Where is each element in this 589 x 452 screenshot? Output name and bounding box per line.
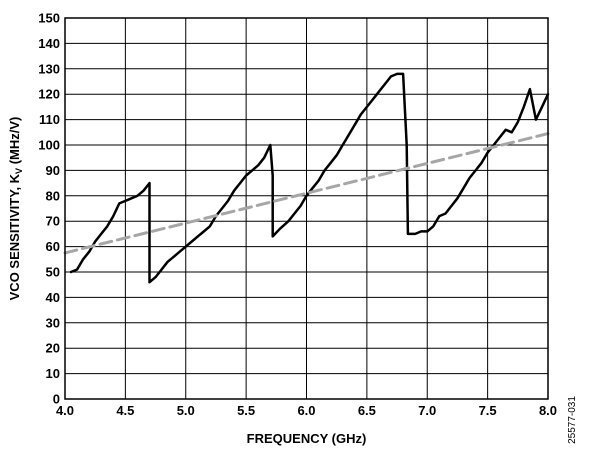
y-tick-label: 20	[46, 341, 60, 356]
y-tick-label: 70	[46, 214, 60, 229]
y-tick-label: 30	[46, 315, 60, 330]
y-tick-label: 110	[39, 112, 60, 127]
plot-frame	[64, 17, 549, 400]
sensitivity-series-line	[69, 72, 550, 284]
x-tick-label: 5.0	[177, 403, 195, 418]
figure-id: 25577-031	[567, 396, 578, 444]
y-tick-label: 50	[46, 265, 60, 280]
trend-line-dashed	[63, 132, 550, 255]
x-tick-label: 6.5	[358, 403, 376, 418]
x-tick-labels: 4.0 4.5 5.0 5.5 6.0 6.5 7.0 7.5 8.0	[56, 403, 557, 418]
x-tick-label: 5.5	[237, 403, 255, 418]
y-tick-label: 150	[38, 11, 60, 26]
y-tick-label: 120	[38, 87, 60, 102]
x-axis-title: FREQUENCY (GHz)	[247, 431, 367, 446]
x-tick-label: 6.0	[297, 403, 315, 418]
x-tick-label: 7.0	[418, 403, 436, 418]
y-axis-title-subscript: V	[14, 168, 24, 174]
y-tick-label: 130	[38, 61, 60, 76]
grid	[64, 17, 549, 400]
x-tick-label: 8.0	[539, 403, 557, 418]
x-tick-label: 7.5	[479, 403, 497, 418]
y-tick-labels: 0 10 20 30 40 50 60 70 80 90 100 110 120 130 140 150	[38, 11, 60, 407]
y-tick-label: 60	[46, 239, 60, 254]
y-tick-label: 140	[38, 36, 60, 51]
y-axis-title-unit: (MHz/V)	[7, 117, 22, 168]
y-tick-label: 90	[46, 163, 60, 178]
x-tick-label: 4.0	[56, 403, 74, 418]
y-axis-title-main: VCO SENSITIVITY, K	[7, 173, 22, 300]
y-tick-label: 80	[46, 188, 60, 203]
y-tick-label: 40	[46, 290, 60, 305]
series-group	[63, 72, 550, 284]
y-tick-label: 0	[53, 392, 60, 407]
y-tick-label: 100	[38, 138, 60, 153]
x-tick-label: 4.5	[116, 403, 134, 418]
y-tick-label: 10	[46, 366, 60, 381]
y-axis-title: VCO SENSITIVITY, KV (MHz/V)	[7, 117, 24, 301]
